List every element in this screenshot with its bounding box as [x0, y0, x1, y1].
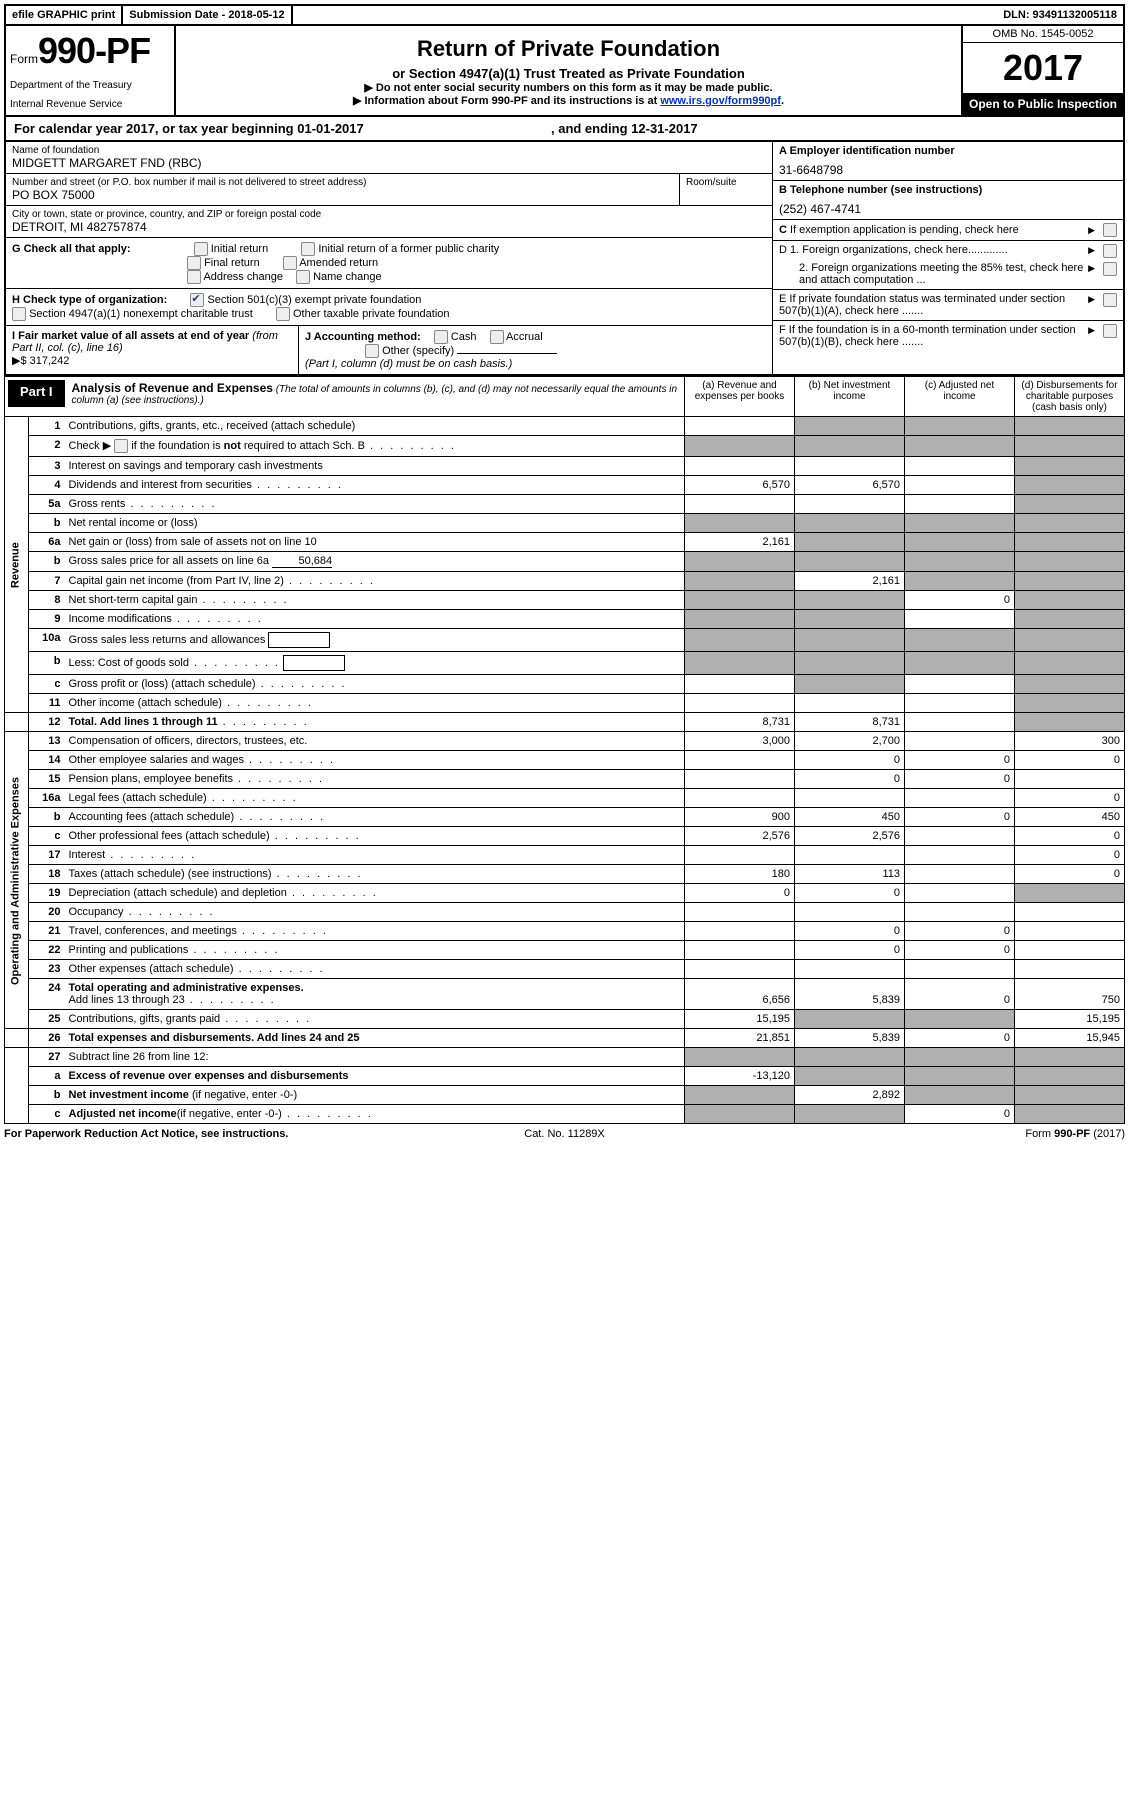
dept-treasury: Department of the Treasury — [10, 80, 170, 91]
checkbox-e[interactable] — [1103, 293, 1117, 307]
arrow-icon — [1088, 324, 1095, 348]
form-title: Return of Private Foundation — [182, 36, 955, 62]
section-j: J Accounting method: Cash Accrual Other … — [299, 326, 772, 374]
checkbox-f[interactable] — [1103, 324, 1117, 338]
checkbox-c[interactable] — [1103, 223, 1117, 237]
checkbox-accrual[interactable] — [490, 330, 504, 344]
dln: DLN: 93491132005118 — [997, 6, 1123, 24]
form-number: 990-PF — [38, 30, 150, 71]
address: PO BOX 75000 — [12, 188, 673, 202]
dept-irs: Internal Revenue Service — [10, 99, 170, 110]
col-b-header: (b) Net investment income — [795, 377, 905, 417]
checkbox-d2[interactable] — [1103, 262, 1117, 276]
arrow-icon — [1088, 224, 1095, 236]
checkbox-other-taxable[interactable] — [276, 307, 290, 321]
checkbox-501c3[interactable] — [190, 293, 204, 307]
room-label: Room/suite — [686, 177, 766, 188]
checkbox-d1[interactable] — [1103, 244, 1117, 258]
section-h: H Check type of organization: Section 50… — [6, 289, 772, 326]
paperwork-notice: For Paperwork Reduction Act Notice, see … — [4, 1128, 378, 1140]
e-label: E If private foundation status was termi… — [779, 293, 1088, 317]
checkbox-4947[interactable] — [12, 307, 26, 321]
instruction-2: ▶ Information about Form 990-PF and its … — [182, 94, 955, 107]
info-grid: Name of foundation MIDGETT MARGARET FND … — [4, 142, 1125, 376]
footer: For Paperwork Reduction Act Notice, see … — [4, 1124, 1125, 1140]
ein: 31-6648798 — [779, 163, 1117, 177]
open-to-public: Open to Public Inspection — [963, 93, 1123, 115]
checkbox-initial-former[interactable] — [301, 242, 315, 256]
form-subtitle: or Section 4947(a)(1) Trust Treated as P… — [182, 66, 955, 81]
checkbox-name-change[interactable] — [296, 270, 310, 284]
arrow-icon — [1088, 262, 1095, 286]
top-bar: efile GRAPHIC print Submission Date - 20… — [4, 4, 1125, 26]
tax-year: 2017 — [963, 43, 1123, 93]
form-prefix: Form — [10, 52, 38, 66]
col-c-header: (c) Adjusted net income — [905, 377, 1015, 417]
phone: (252) 467-4741 — [779, 202, 1117, 216]
col-a-header: (a) Revenue and expenses per books — [685, 377, 795, 417]
form-header: Form990-PF Department of the Treasury In… — [4, 26, 1125, 117]
phone-label: B Telephone number (see instructions) — [779, 184, 982, 196]
checkbox-address-change[interactable] — [187, 270, 201, 284]
cat-no: Cat. No. 11289X — [378, 1128, 752, 1140]
section-i: I Fair market value of all assets at end… — [6, 326, 299, 374]
part1-table: Part I Analysis of Revenue and Expenses … — [4, 376, 1125, 1124]
col-d-header: (d) Disbursements for charitable purpose… — [1015, 377, 1125, 417]
ein-label: A Employer identification number — [779, 145, 955, 157]
arrow-icon — [1088, 293, 1095, 317]
name-label: Name of foundation — [12, 145, 766, 156]
irs-link[interactable]: www.irs.gov/form990pf — [660, 95, 781, 107]
checkbox-final-return[interactable] — [187, 256, 201, 270]
checkbox-other-method[interactable] — [365, 344, 379, 358]
city-label: City or town, state or province, country… — [12, 209, 766, 220]
checkbox-initial-return[interactable] — [194, 242, 208, 256]
city: DETROIT, MI 482757874 — [12, 220, 766, 234]
expenses-label: Operating and Administrative Expenses — [5, 732, 29, 1029]
d1-label: D 1. Foreign organizations, check here..… — [779, 244, 1088, 258]
efile-label: efile GRAPHIC print — [6, 6, 123, 24]
revenue-label: Revenue — [5, 417, 29, 713]
checkbox-amended[interactable] — [283, 256, 297, 270]
foundation-name: MIDGETT MARGARET FND (RBC) — [12, 156, 766, 170]
checkbox-schb[interactable] — [114, 439, 128, 453]
c-label: If exemption application is pending, che… — [790, 224, 1019, 236]
d2-label: 2. Foreign organizations meeting the 85%… — [779, 262, 1088, 286]
checkbox-cash[interactable] — [434, 330, 448, 344]
fmv-value: ▶$ 317,242 — [12, 355, 69, 367]
part1-label: Part I — [8, 380, 65, 407]
instruction-1: ▶ Do not enter social security numbers o… — [182, 81, 955, 94]
f-label: F If the foundation is in a 60-month ter… — [779, 324, 1088, 348]
calendar-year-row: For calendar year 2017, or tax year begi… — [4, 117, 1125, 142]
omb-number: OMB No. 1545-0052 — [963, 26, 1123, 43]
section-g: G Check all that apply: Initial return I… — [6, 238, 772, 289]
submission-date: Submission Date - 2018-05-12 — [123, 6, 292, 24]
form-ref: Form 990-PF (2017) — [751, 1128, 1125, 1140]
arrow-icon — [1088, 244, 1095, 258]
address-label: Number and street (or P.O. box number if… — [12, 177, 673, 188]
